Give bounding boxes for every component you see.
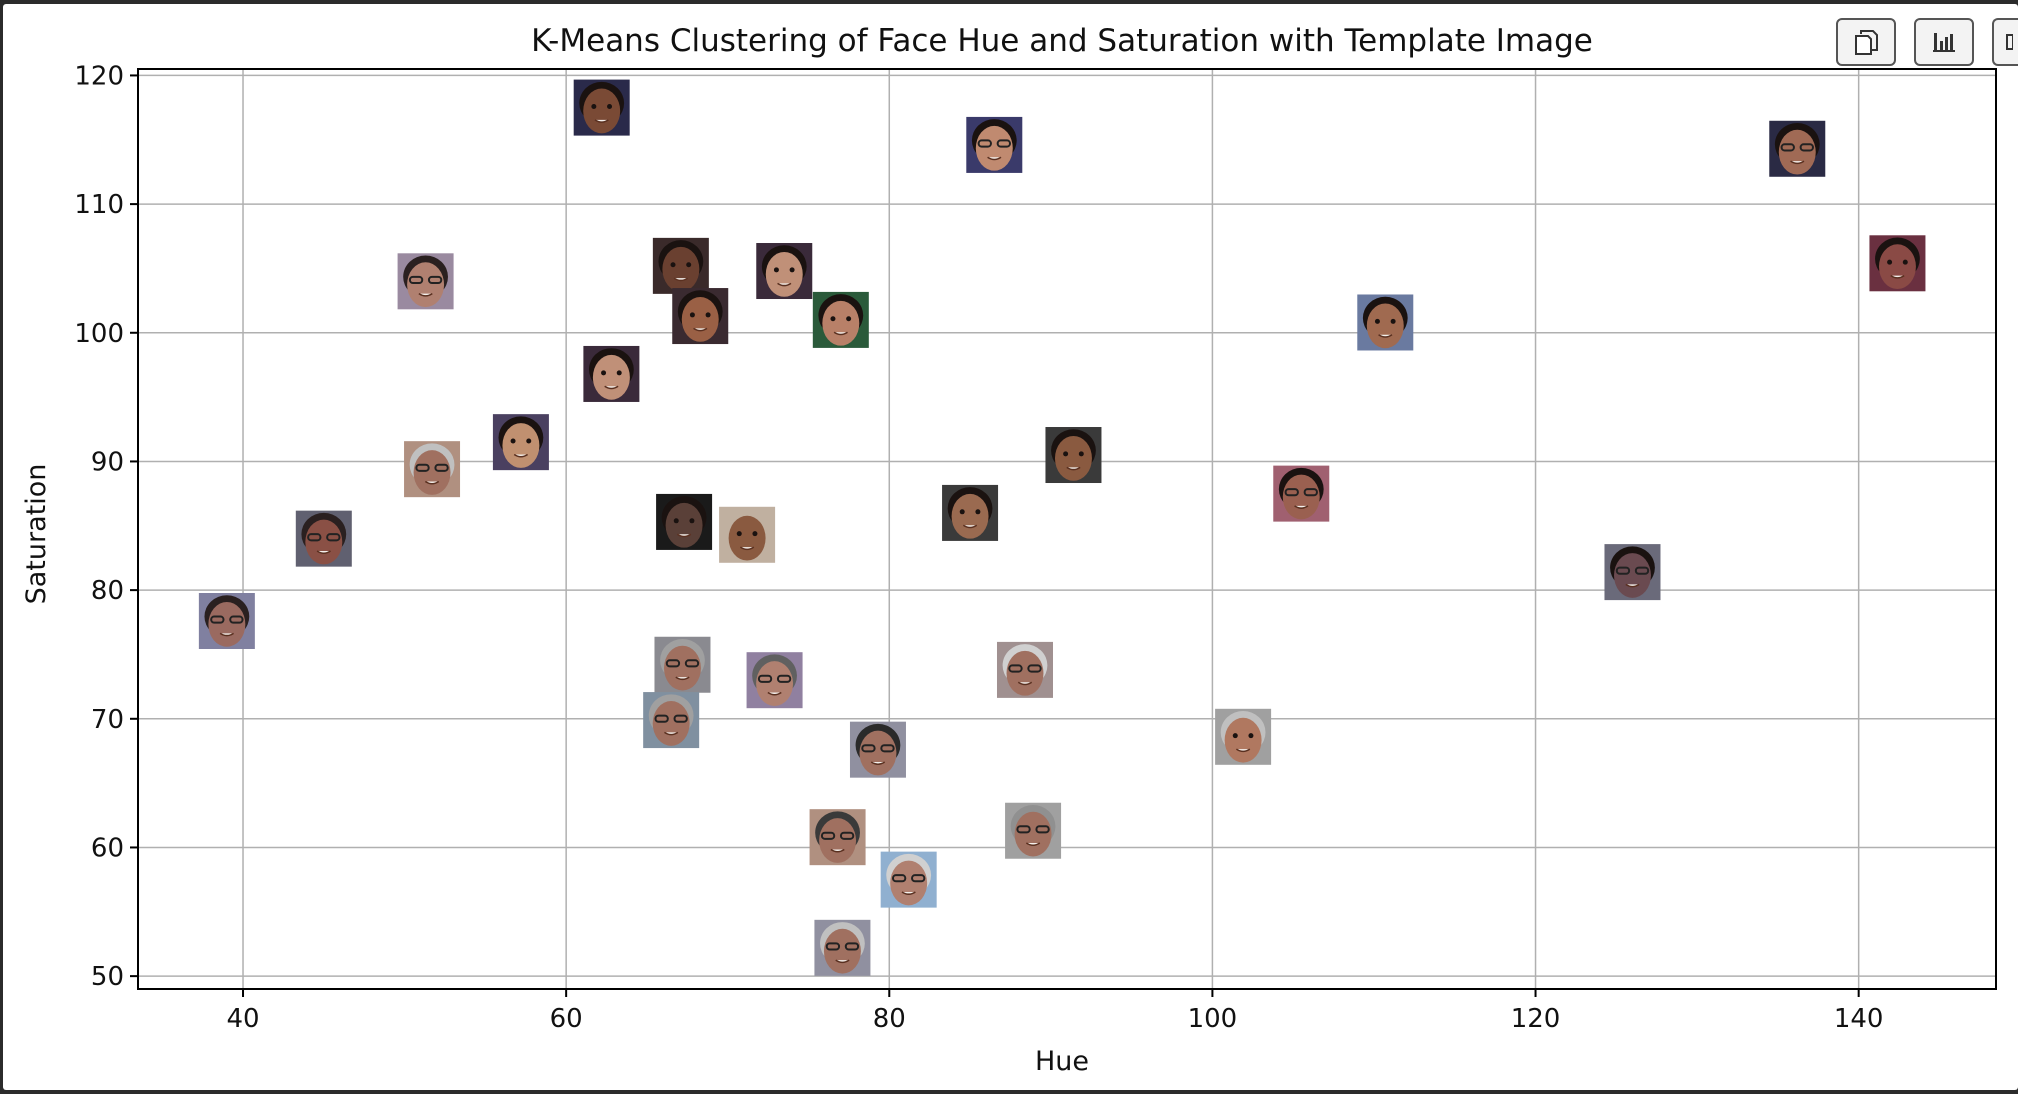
data-points [198, 79, 1926, 976]
face-thumbnail-point [880, 851, 937, 908]
axis-ticks: 40 60 80 100 120 140 50 60 70 80 90 100 110 120 [74, 61, 1883, 1034]
chart-view-button[interactable] [1914, 18, 1974, 66]
x-tick-label: 60 [550, 1004, 583, 1034]
face-thumbnail-point [1769, 120, 1826, 177]
face-thumbnail-point [1357, 294, 1414, 351]
x-tick-label: 100 [1188, 1004, 1238, 1034]
face-thumbnail-point [1045, 427, 1102, 484]
face-thumbnail-point [814, 919, 871, 976]
face-thumbnail-point [942, 484, 999, 541]
y-tick-label: 50 [91, 962, 124, 992]
face-thumbnail-point [643, 692, 700, 749]
y-tick-label: 70 [91, 705, 124, 735]
more-button[interactable] [1992, 18, 2018, 66]
face-thumbnail-point [198, 593, 255, 649]
y-tick-label: 120 [74, 61, 124, 91]
axes-frame [137, 68, 1997, 990]
face-thumbnail-point [719, 506, 776, 563]
y-tick-label: 60 [91, 833, 124, 863]
face-thumbnail-point [492, 414, 549, 471]
x-tick-label: 80 [873, 1004, 906, 1034]
face-thumbnail-point [996, 641, 1053, 698]
bar-chart-icon [1933, 33, 1955, 52]
face-thumbnail-point [1005, 802, 1062, 859]
y-tick-label: 100 [74, 319, 124, 349]
chart-title: K-Means Clustering of Face Hue and Satur… [531, 23, 1593, 59]
face-thumbnail-point [295, 510, 352, 567]
face-thumbnail-point [397, 253, 454, 310]
face-thumbnail-point [756, 243, 813, 300]
face-thumbnail-point [1604, 544, 1661, 601]
y-tick-label: 80 [91, 576, 124, 606]
face-thumbnail-point [1869, 235, 1926, 292]
y-tick-label: 110 [74, 190, 124, 220]
x-axis-label: Hue [1035, 1046, 1089, 1077]
face-thumbnail-point [1273, 465, 1330, 522]
output-toolbar [1836, 18, 2018, 66]
x-tick-label: 140 [1834, 1004, 1884, 1034]
y-tick-label: 90 [91, 447, 124, 477]
more-icon [2006, 34, 2013, 50]
face-thumbnail-point [656, 493, 713, 550]
face-thumbnail-point [573, 79, 630, 136]
face-thumbnail-point [809, 809, 866, 866]
face-thumbnail-point [583, 345, 640, 402]
chart: K-Means Clustering of Face Hue and Satur… [21, 23, 1997, 1077]
face-thumbnail-point [746, 652, 803, 709]
face-thumbnail-point [812, 291, 869, 348]
grid [138, 69, 1996, 989]
face-thumbnail-point [404, 441, 461, 498]
x-tick-label: 120 [1511, 1004, 1561, 1034]
x-tick-label: 40 [226, 1004, 259, 1034]
output-cell: K-Means Clustering of Face Hue and Satur… [3, 4, 2018, 1090]
face-thumbnail-point [966, 116, 1023, 173]
copy-button[interactable] [1836, 18, 1896, 66]
face-thumbnail-point [1215, 708, 1272, 765]
face-thumbnail-point [652, 237, 709, 294]
copy-icon [1855, 30, 1878, 55]
face-thumbnail-point [849, 721, 906, 778]
face-thumbnail-point [654, 636, 711, 693]
y-axis-label: Saturation [21, 464, 52, 605]
face-thumbnail-point [672, 288, 729, 345]
